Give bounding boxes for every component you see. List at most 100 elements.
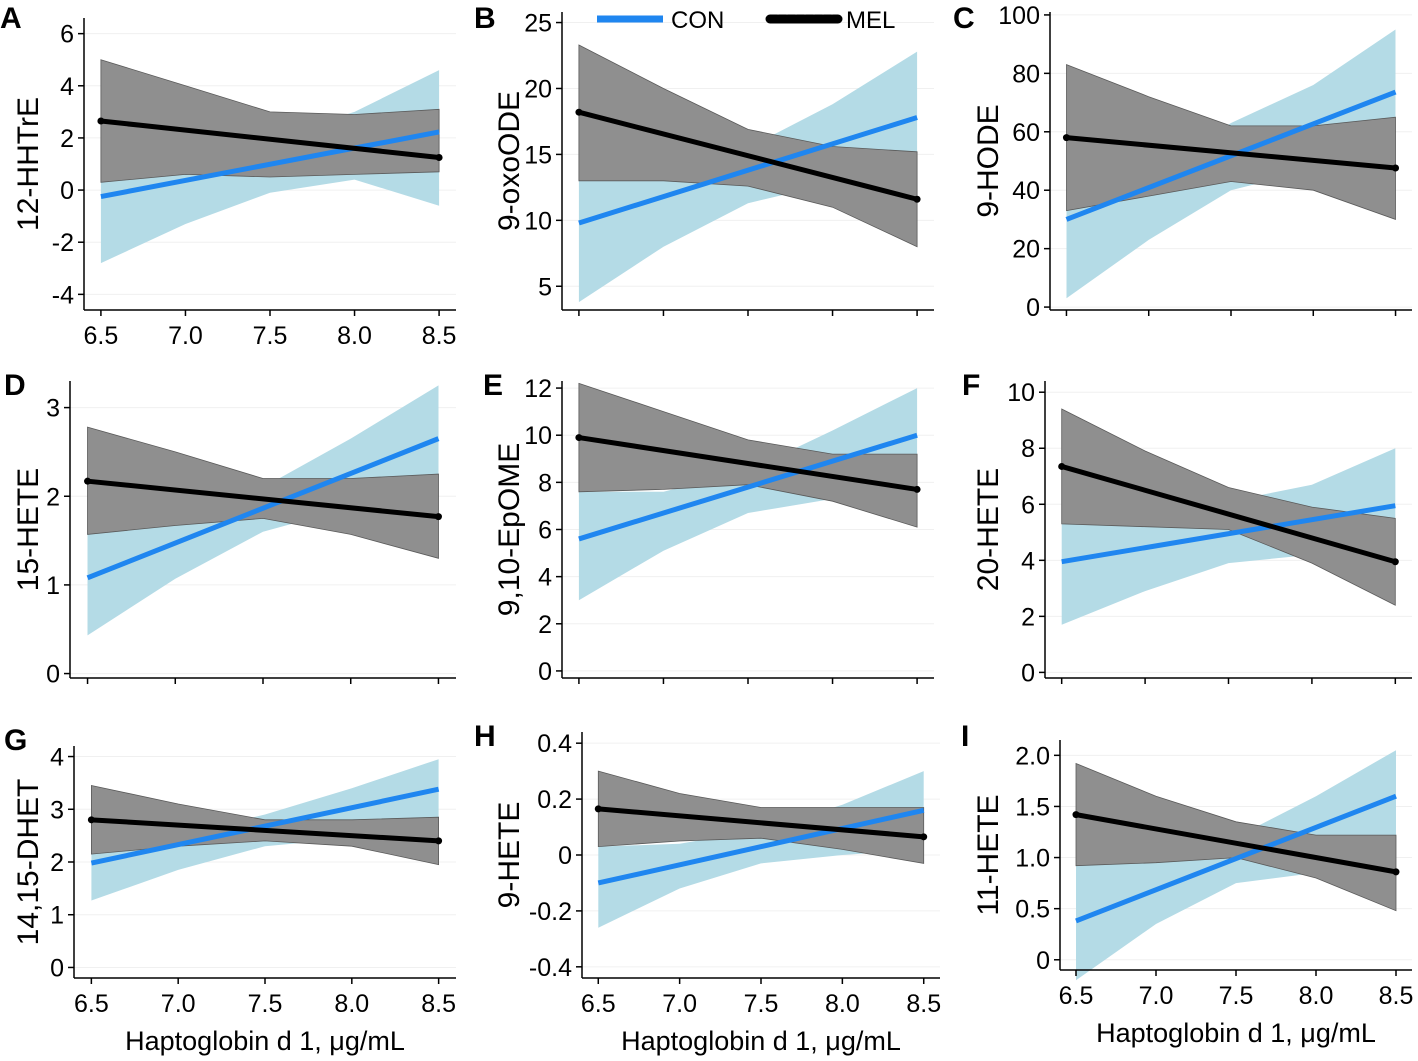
- y-tick-label: 0: [538, 658, 552, 686]
- y-axis-title: 9,10-EpOME: [493, 443, 526, 616]
- x-tick-label: 8.0: [825, 990, 860, 1018]
- y-tick-label: 40: [1012, 177, 1040, 205]
- y-tick-label: 10: [524, 422, 552, 450]
- y-tick-label: 4: [60, 73, 74, 101]
- y-tick-label: 20: [1012, 236, 1040, 264]
- panel-letter: B: [474, 2, 496, 35]
- y-tick-label: 0: [1036, 947, 1050, 975]
- con-confidence-band: [1061, 448, 1396, 625]
- x-tick-label: 8.5: [1379, 982, 1414, 1010]
- mel-confidence-band: [1061, 408, 1396, 606]
- y-tick-label: 2: [60, 125, 74, 153]
- mel-regression-line: [576, 109, 920, 202]
- mel-regression-line: [88, 817, 442, 844]
- x-axis-title: Haptoglobin d 1, μg/mL: [125, 1026, 405, 1056]
- mel-regression-line: [1073, 812, 1399, 875]
- y-axis-title: 15-HETE: [12, 468, 45, 591]
- panel-g: 0 1 2 3 4 6.5 7.0 7.5 8.0 8.5 G 14,15-DHET Haptoglob…: [4, 724, 456, 1056]
- x-tick-label: 8.5: [421, 990, 456, 1018]
- legend-label-mel: MEL: [846, 7, 895, 34]
- y-axis-title: 9-HETE: [493, 802, 526, 909]
- y-tick-label: 60: [1012, 119, 1040, 147]
- y-axis-title: 11-HETE: [972, 794, 1005, 915]
- mel-line-endpoint: [913, 485, 921, 493]
- panel-i: 0 0.5 1.0 1.5 2.0 6.5 7.0 7.5 8.0 8.5 I 11-HETE Hapt…: [961, 720, 1413, 1048]
- y-tick-label: 0.4: [537, 730, 572, 758]
- panel-letter: H: [474, 720, 496, 753]
- y-tick-label: 0.2: [537, 786, 572, 814]
- mel-confidence-band: [578, 382, 918, 528]
- mel-regression-line: [1059, 463, 1398, 565]
- mel-line-endpoint: [1062, 134, 1070, 142]
- con-regression-line: [578, 432, 918, 542]
- x-tick-label: 7.5: [744, 990, 779, 1018]
- x-axis-title: Haptoglobin d 1, μg/mL: [621, 1026, 901, 1056]
- mel-confidence-band: [1075, 762, 1397, 912]
- y-tick-label: 12: [524, 375, 552, 403]
- x-tick-label: 8.5: [906, 990, 941, 1018]
- y-tick-label: 10: [524, 207, 552, 235]
- con-regression-line: [578, 115, 918, 226]
- y-tick-label: 100: [998, 2, 1040, 30]
- con-regression-line: [1075, 793, 1397, 924]
- con-regression-line: [1065, 89, 1397, 222]
- mel-regression-line: [1063, 135, 1399, 171]
- panel-d: 0 1 2 3D 15-HETE: [4, 369, 456, 689]
- y-tick-label: 4: [50, 744, 64, 772]
- mel-line-endpoint: [434, 513, 442, 521]
- x-tick-label: 7.5: [1219, 982, 1254, 1010]
- y-tick-label: 1: [46, 572, 60, 600]
- x-tick-label: 6.5: [581, 990, 616, 1018]
- con-regression-line: [100, 129, 440, 200]
- y-tick-label: 0.5: [1015, 896, 1050, 924]
- y-tick-label: 5: [538, 273, 552, 301]
- y-tick-label: 6: [538, 517, 552, 545]
- y-tick-label: 80: [1012, 60, 1040, 88]
- y-axis-title: 9-HODE: [972, 104, 1005, 217]
- panel-c: 0 20 40 60 80 100 C 9-HODE: [953, 2, 1412, 322]
- mel-line-endpoint: [1058, 462, 1066, 470]
- y-tick-label: 8: [538, 469, 552, 497]
- x-tick-label: 6.5: [1059, 982, 1094, 1010]
- y-tick-label: 6: [60, 21, 74, 49]
- mel-confidence-band: [87, 426, 439, 559]
- x-tick-label: 8.0: [334, 990, 369, 1018]
- y-tick-label: 25: [524, 10, 552, 38]
- y-tick-label: 1.0: [1015, 845, 1050, 873]
- y-axis-title: 20-HETE: [972, 468, 1005, 591]
- y-tick-label: 2: [538, 611, 552, 639]
- y-tick-label: 10: [1007, 379, 1035, 407]
- y-tick-label: 0: [46, 661, 60, 689]
- y-tick-label: 2: [46, 483, 60, 511]
- y-tick-label: 0: [558, 842, 572, 870]
- mel-line-endpoint: [84, 477, 92, 485]
- panel-letter: G: [4, 724, 27, 757]
- y-tick-label: 2: [1021, 603, 1035, 631]
- mel-confidence-band: [1066, 64, 1396, 220]
- panel-e: 0 2 4 6 8 10 12 E 9,10-EpOME: [483, 369, 934, 686]
- x-tick-label: 8.0: [337, 322, 372, 350]
- x-tick-label: 8.0: [1299, 982, 1334, 1010]
- mel-regression-line: [85, 478, 441, 520]
- x-axis-title: Haptoglobin d 1, μg/mL: [1096, 1018, 1376, 1048]
- panel-h: -0.4 -0.2 0 0.2 0.4 6.5 7.0 7.5 8.0 8.5 H 9-HETE Hap…: [474, 720, 941, 1056]
- x-tick-label: 7.0: [168, 322, 203, 350]
- y-tick-label: 2.0: [1015, 742, 1050, 770]
- x-tick-label: 7.0: [1139, 982, 1174, 1010]
- panel-letter: E: [483, 369, 503, 402]
- mel-regression-line: [595, 806, 927, 840]
- panel-a: -4 -2 0 2 4 6 6.5 7.0 7.5 8.0 8.5 A 12-HHTrE: [0, 2, 456, 350]
- con-confidence-band: [578, 388, 918, 601]
- y-axis-title: 9-oxoODE: [493, 91, 526, 231]
- mel-line-endpoint: [913, 195, 921, 203]
- y-tick-label: 8: [1021, 435, 1035, 463]
- y-tick-label: 0: [1021, 659, 1035, 687]
- y-tick-label: 1: [50, 902, 64, 930]
- y-tick-label: 3: [50, 796, 64, 824]
- mel-regression-line: [98, 118, 442, 160]
- con-regression-line: [1061, 503, 1396, 565]
- y-tick-label: 4: [538, 564, 552, 592]
- panel-letter: I: [961, 720, 969, 753]
- mel-line-endpoint: [435, 837, 443, 845]
